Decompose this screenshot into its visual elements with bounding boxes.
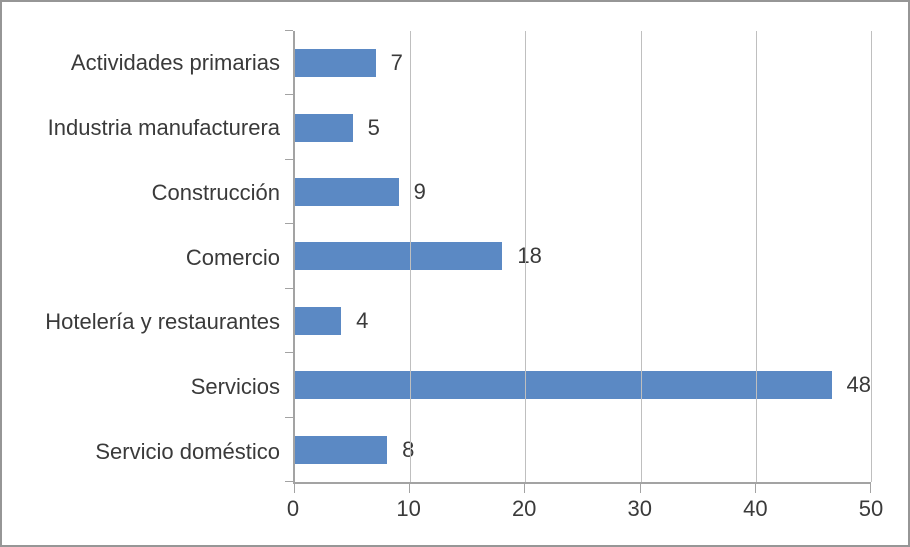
bar — [295, 435, 388, 464]
x-axis-tick-mark — [409, 484, 411, 493]
x-axis-tick-mark — [524, 484, 526, 493]
bar-row: 7 — [295, 31, 871, 95]
y-axis-tick-mark — [285, 416, 293, 418]
bar-value-label: 5 — [367, 114, 380, 140]
category-axis-labels: Actividades primarias Industria manufactu… — [2, 31, 280, 484]
y-axis-tick-mark — [285, 30, 293, 31]
y-axis-tick-mark — [285, 223, 293, 225]
bar — [295, 242, 503, 271]
bar-value-label: 18 — [517, 243, 542, 269]
bar-row: 4 — [295, 289, 871, 353]
x-axis-tick-mark — [639, 484, 641, 493]
bar-value-label: 9 — [413, 179, 426, 205]
category-label: Comercio — [185, 244, 280, 270]
bar — [295, 113, 353, 142]
bar — [295, 178, 399, 207]
category-label: Servicios — [190, 373, 280, 399]
category-label: Industria manufacturera — [47, 115, 280, 141]
bar — [295, 306, 342, 335]
bar-row: 5 — [295, 95, 871, 159]
bar-row: 9 — [295, 160, 871, 224]
plot-area: 7 5 9 18 4 48 8 — [285, 30, 872, 493]
bar — [295, 49, 376, 78]
bar-value-label: 7 — [390, 50, 403, 76]
gridline — [525, 31, 527, 482]
y-axis-tick-mark — [285, 94, 293, 96]
bar-value-label: 48 — [846, 372, 871, 398]
bar-series: 7 5 9 18 4 48 8 — [295, 31, 871, 482]
value-axis-labels: 0 10 20 30 40 50 — [287, 496, 883, 528]
x-axis-tick-label: 10 — [396, 496, 421, 521]
x-axis-tick-mark — [870, 484, 871, 493]
y-axis-tick-mark — [285, 287, 293, 289]
y-axis-tick-mark — [285, 481, 293, 482]
category-label: Hotelería y restaurantes — [45, 309, 280, 335]
bar-row: 8 — [295, 418, 871, 482]
category-label: Construcción — [151, 179, 280, 205]
gridline — [871, 31, 872, 482]
bar-row: 18 — [295, 224, 871, 288]
bar-value-label: 4 — [356, 307, 369, 333]
bar — [295, 371, 832, 400]
bar-value-label: 8 — [402, 436, 415, 462]
x-axis-tick-mark — [754, 484, 756, 493]
category-label: Actividades primarias — [70, 50, 280, 76]
x-axis-tick-label: 30 — [627, 496, 653, 521]
category-label: Servicio doméstico — [95, 438, 280, 464]
x-axis-tick-mark — [294, 484, 295, 493]
gridline — [755, 31, 757, 482]
gridline — [640, 31, 642, 482]
x-axis-tick-label: 50 — [858, 496, 884, 521]
y-axis-tick-mark — [285, 158, 293, 160]
y-axis-tick-mark — [285, 352, 293, 354]
x-axis-tick-label: 40 — [743, 496, 768, 521]
x-axis-tick-label: 20 — [511, 496, 537, 521]
gridline — [410, 31, 412, 482]
x-axis-tick-label: 0 — [286, 496, 300, 521]
bar-row: 48 — [295, 353, 871, 417]
